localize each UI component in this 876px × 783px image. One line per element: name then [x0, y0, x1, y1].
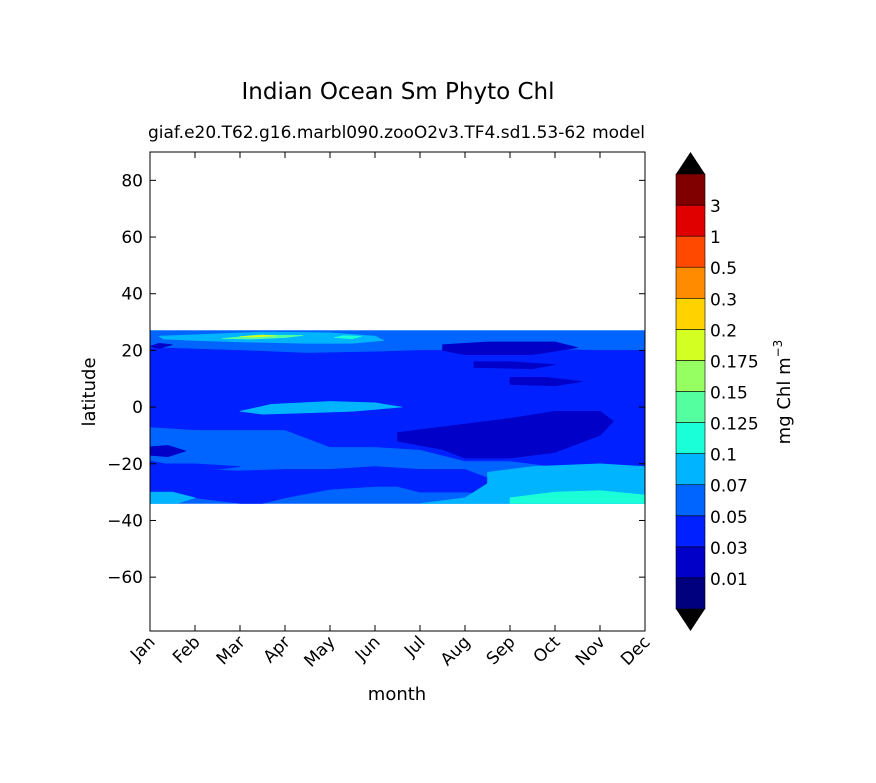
colorbar-segment	[675, 173, 706, 206]
colorbar-tick-label: 0.15	[710, 384, 748, 404]
colorbar-segment	[675, 546, 706, 579]
x-tick-label: May	[301, 632, 340, 671]
colorbar-segment	[675, 422, 706, 454]
colorbar-tick-label: 0.05	[710, 508, 748, 528]
colorbar-tick-label: 0.03	[710, 539, 748, 559]
colorbar-segment	[675, 204, 706, 237]
contour-region-11	[150, 491, 196, 504]
colorbar-segment	[675, 235, 706, 268]
colorbar-tick-label: 0.3	[710, 290, 737, 310]
colorbar-tick-label: 0.125	[710, 415, 759, 435]
colorbar-label-text: mg Chl m	[774, 357, 795, 444]
colorbar-segment	[675, 577, 706, 610]
x-tick-label: Oct	[530, 632, 565, 667]
contour-region-8	[150, 342, 173, 349]
contour-region-14	[334, 335, 362, 340]
x-tick-label: Jul	[400, 632, 429, 661]
y-tick-label: 0	[132, 398, 143, 418]
colorbar-extend-low	[676, 609, 705, 631]
y-tick-label: 60	[121, 228, 143, 248]
contour-region-4	[442, 341, 578, 356]
x-tick-label: Mar	[213, 632, 250, 669]
colorbar-tick-label: 0.01	[710, 570, 748, 590]
colorbar-tick-label: 0.5	[710, 259, 737, 279]
contour-region-5	[473, 361, 556, 370]
x-tick-label: Dec	[617, 632, 654, 669]
x-tick-label: Jun	[351, 632, 385, 666]
colorbar-label-exponent: −3	[771, 340, 785, 358]
colorbar-segment	[675, 391, 706, 423]
x-tick-label: Apr	[260, 632, 295, 667]
colorbar-segment	[675, 297, 706, 330]
x-tick-label: Feb	[169, 632, 204, 667]
colorbar-tick-label: 3	[710, 197, 721, 217]
y-axis: 80 60 40 20 0 −20 −40 −60	[107, 171, 645, 588]
colorbar-label: mg Chl m−3	[771, 340, 795, 445]
colorbar: 0.01 0.03 0.05 0.07 0.1 0.125 0.15 0.175 0.2 0.3 0…	[675, 152, 759, 631]
colorbar-tick-label: 0.07	[710, 477, 748, 497]
chart-subtitle-left: giaf.e20.T62.g16.marbl090.zooO2v3.TF4.sd…	[148, 123, 586, 143]
x-tick-label: Aug	[437, 632, 475, 670]
y-tick-label: −60	[107, 568, 143, 588]
colorbar-segment	[675, 360, 706, 392]
y-tick-label: −20	[107, 455, 143, 475]
svg-text:mg Chl m−3: mg Chl m−3	[771, 340, 795, 445]
chart-title: Indian Ocean Sm Phyto Chl	[241, 79, 554, 105]
colorbar-segment	[675, 515, 706, 548]
colorbar-extend-high	[676, 152, 705, 174]
y-tick-label: 40	[121, 285, 143, 305]
colorbar-segment	[675, 484, 706, 517]
contour-region-7	[150, 445, 187, 458]
colorbar-segment	[675, 453, 706, 486]
x-tick-label: Jan	[126, 632, 159, 665]
colorbar-segment	[675, 329, 706, 361]
y-axis-label: latitude	[79, 357, 100, 426]
contour-region-16	[239, 334, 277, 338]
y-tick-label: −40	[107, 511, 143, 531]
contour-region-2	[150, 463, 241, 472]
contour-region-1	[150, 347, 645, 504]
colorbar-tick-label: 0.2	[710, 321, 737, 341]
y-tick-label: 20	[121, 341, 143, 361]
contour-region-9	[239, 401, 403, 415]
x-tick-label: Nov	[572, 632, 610, 670]
plot-area	[150, 330, 645, 504]
contour-region-6	[509, 376, 583, 387]
contour-region-13	[509, 490, 645, 504]
colorbar-segment	[675, 266, 706, 299]
plot-frame	[149, 151, 646, 632]
colorbar-tick-label: 0.175	[710, 352, 759, 372]
contour-region-3	[397, 410, 614, 459]
x-axis-label: month	[368, 684, 426, 705]
colorbar-tick-label: 0.1	[710, 446, 737, 466]
chart-subtitle-right: model	[592, 123, 645, 143]
y-tick-label: 80	[121, 171, 143, 191]
colorbar-tick-label: 1	[710, 228, 721, 248]
x-tick-label: Sep	[483, 632, 520, 669]
